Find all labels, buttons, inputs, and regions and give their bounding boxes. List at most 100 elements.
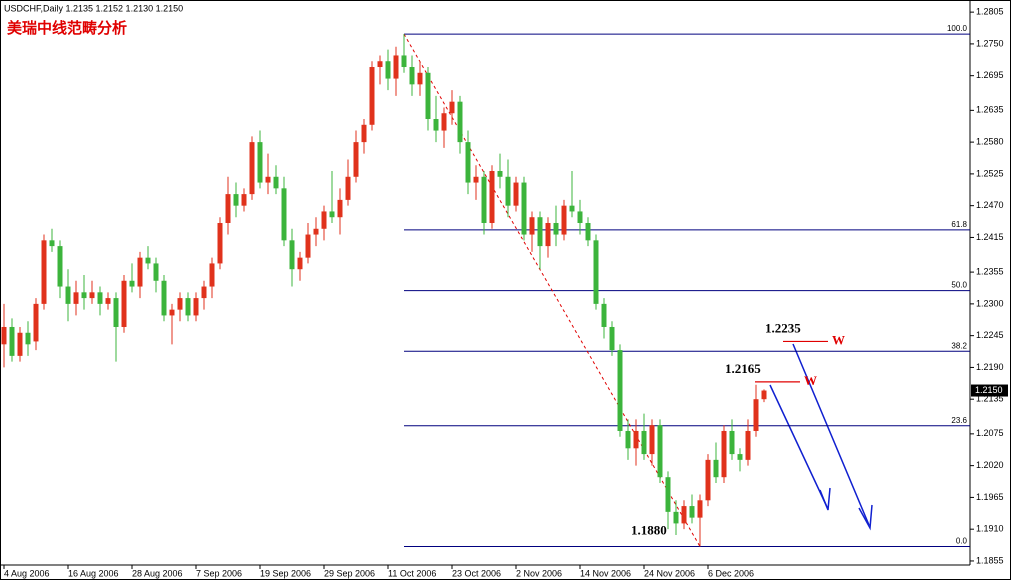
candle-body bbox=[377, 61, 383, 68]
candle-body bbox=[417, 72, 423, 85]
y-tick-label: 1.2695 bbox=[976, 70, 1004, 80]
candle-body bbox=[633, 430, 639, 449]
candle-body bbox=[433, 119, 439, 131]
candle-body bbox=[529, 217, 535, 235]
candle-body bbox=[505, 176, 511, 206]
candle-body bbox=[385, 61, 391, 79]
candle-body bbox=[217, 222, 223, 264]
current-price-label: 1.2150 bbox=[975, 385, 1003, 395]
candle-body bbox=[49, 240, 55, 247]
candle-body bbox=[513, 182, 519, 206]
candle-body bbox=[1, 326, 7, 345]
candle-body bbox=[353, 142, 359, 177]
candle-body bbox=[97, 292, 103, 304]
y-tick-label: 1.1855 bbox=[976, 555, 1004, 565]
x-tick-label: 24 Nov 2006 bbox=[644, 568, 695, 578]
candle-body bbox=[561, 205, 567, 235]
candle-body bbox=[753, 399, 759, 431]
y-tick-label: 1.2635 bbox=[976, 105, 1004, 115]
y-tick-label: 1.2300 bbox=[976, 298, 1004, 308]
fib-label: 0.0 bbox=[956, 537, 968, 546]
candle-body bbox=[473, 176, 479, 183]
candle-body bbox=[537, 217, 543, 247]
candle-body bbox=[673, 511, 679, 524]
fib-label: 50.0 bbox=[951, 281, 967, 290]
price-mark-tag: W bbox=[804, 373, 817, 388]
candle-body bbox=[441, 113, 447, 131]
candle-body bbox=[89, 292, 95, 299]
price-mark-label: 1.2235 bbox=[765, 320, 801, 335]
y-tick-label: 1.2470 bbox=[976, 200, 1004, 210]
candle-body bbox=[41, 240, 47, 304]
x-tick-label: 11 Oct 2006 bbox=[388, 568, 436, 578]
candle-body bbox=[281, 188, 287, 241]
x-tick-label: 4 Aug 2006 bbox=[4, 568, 50, 578]
y-tick-label: 1.2020 bbox=[976, 460, 1004, 470]
price-mark-tag: W bbox=[832, 332, 845, 347]
x-tick-label: 19 Sep 2006 bbox=[260, 568, 311, 578]
candle-body bbox=[249, 142, 255, 195]
candle-body bbox=[105, 298, 111, 304]
candle-body bbox=[81, 292, 87, 299]
candle-body bbox=[273, 176, 279, 189]
candle-body bbox=[481, 176, 487, 223]
x-tick-label: 7 Sep 2006 bbox=[196, 568, 242, 578]
candle-body bbox=[361, 124, 367, 143]
x-tick-label: 28 Aug 2006 bbox=[132, 568, 183, 578]
candle-body bbox=[617, 350, 623, 431]
candle-body bbox=[745, 430, 751, 460]
y-tick-label: 1.2415 bbox=[976, 232, 1004, 242]
candle-body bbox=[665, 477, 671, 512]
fib-label: 23.6 bbox=[951, 416, 967, 425]
candle-body bbox=[705, 459, 711, 501]
candle-body bbox=[657, 425, 663, 478]
candle-body bbox=[609, 326, 615, 351]
candle-body bbox=[289, 240, 295, 270]
candle-body bbox=[577, 211, 583, 223]
candle-body bbox=[121, 280, 127, 327]
current-price-box bbox=[971, 384, 1008, 397]
y-tick-label: 1.2355 bbox=[976, 266, 1004, 276]
fib-label: 61.8 bbox=[951, 220, 967, 229]
fib-label: 100.0 bbox=[947, 24, 968, 33]
candle-body bbox=[25, 332, 31, 345]
candle-body bbox=[321, 211, 327, 229]
trend-line bbox=[403, 33, 701, 547]
candle-body bbox=[209, 263, 215, 287]
candle-body bbox=[737, 454, 743, 460]
y-tick-label: 1.1965 bbox=[976, 492, 1004, 502]
y-tick-label: 1.2525 bbox=[976, 168, 1004, 178]
candle-body bbox=[193, 298, 199, 316]
y-tick-label: 1.2075 bbox=[976, 428, 1004, 438]
candle-body bbox=[345, 176, 351, 200]
candle-body bbox=[177, 298, 183, 310]
candle-body bbox=[225, 194, 231, 223]
chart-title: 美瑞中线范畴分析 bbox=[7, 19, 127, 37]
candle-body bbox=[9, 326, 15, 356]
candle-body bbox=[585, 222, 591, 241]
x-tick-label: 2 Nov 2006 bbox=[516, 568, 562, 578]
candle-body bbox=[241, 194, 247, 206]
x-tick-label: 14 Nov 2006 bbox=[580, 568, 631, 578]
candle-body bbox=[153, 263, 159, 281]
y-tick-label: 1.2805 bbox=[976, 7, 1004, 17]
candle-body bbox=[593, 240, 599, 304]
candle-body bbox=[457, 101, 463, 143]
x-tick-label: 16 Aug 2006 bbox=[68, 568, 119, 578]
candle-body bbox=[649, 425, 655, 455]
candle-body bbox=[73, 292, 79, 304]
price-mark-label: 1.2165 bbox=[725, 361, 761, 376]
candle-body bbox=[409, 67, 415, 85]
candle-body bbox=[265, 176, 271, 183]
candle-body bbox=[401, 55, 407, 68]
candle-body bbox=[721, 430, 727, 478]
candle-body bbox=[305, 234, 311, 258]
candle-body bbox=[545, 222, 551, 247]
y-tick-label: 1.2580 bbox=[976, 136, 1004, 146]
candle-body bbox=[713, 459, 719, 478]
candle-body bbox=[761, 390, 767, 400]
y-tick-label: 1.1910 bbox=[976, 524, 1004, 534]
candle-body bbox=[257, 142, 263, 183]
price-mark-label: 1.1880 bbox=[631, 522, 667, 537]
